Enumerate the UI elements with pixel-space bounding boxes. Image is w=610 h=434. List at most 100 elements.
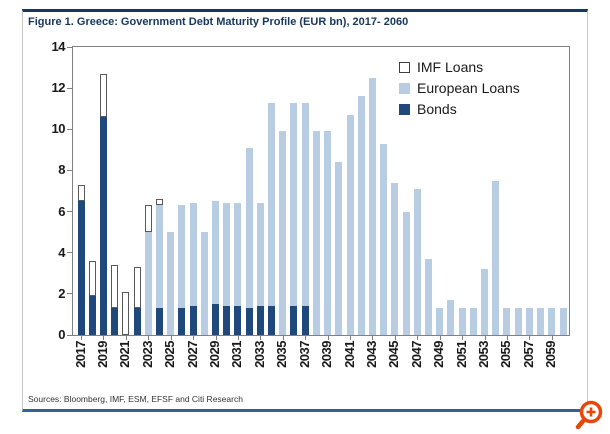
legend-item-bonds: Bonds	[399, 101, 520, 117]
bar-2057-european-loans	[525, 308, 533, 335]
bar-2028-european-loans	[200, 232, 208, 335]
y-axis-tick	[67, 293, 72, 295]
x-axis-tick	[484, 336, 486, 340]
bar-2026-bonds	[178, 308, 186, 335]
bar-2059-european-loans	[548, 308, 556, 335]
bar-2031-bonds	[234, 306, 242, 335]
bar-2034-bonds	[268, 306, 276, 335]
x-axis-tick	[103, 336, 105, 340]
bar-2018-imf-loans	[88, 260, 96, 296]
x-axis-tick	[551, 336, 553, 340]
x-axis-label-2033: 2033	[251, 341, 267, 368]
x-axis-label-2041: 2041	[341, 341, 357, 368]
y-axis-label-8: 8	[58, 162, 65, 178]
x-axis-tick	[148, 336, 150, 340]
bar-2027-bonds	[189, 306, 197, 335]
x-axis-tick	[237, 336, 239, 340]
y-axis-label-6: 6	[58, 203, 65, 219]
legend-swatch-european-loans	[399, 82, 410, 94]
x-axis-tick	[170, 336, 172, 340]
x-axis-tick	[439, 336, 441, 340]
x-axis-tick	[506, 336, 508, 340]
x-axis-tick	[394, 336, 396, 340]
bar-2032-european-loans	[245, 147, 253, 309]
bar-2044-european-loans	[380, 143, 388, 335]
y-axis-tick	[67, 211, 72, 213]
legend-swatch-imf-loans	[399, 61, 410, 73]
x-axis-tick	[529, 336, 531, 340]
x-axis-tick	[417, 336, 419, 340]
legend-swatch-bonds	[399, 103, 410, 115]
y-axis-label-4: 4	[58, 244, 65, 260]
x-axis-label-2031: 2031	[229, 341, 245, 368]
bar-2024-european-loans	[155, 205, 163, 309]
source-line: Sources: Bloomberg, IMF, ESM, EFSF and C…	[28, 394, 243, 404]
x-axis-tick	[215, 336, 217, 340]
bar-2020-imf-loans	[111, 265, 119, 309]
x-axis-tick	[462, 336, 464, 340]
legend-item-imf-loans: IMF Loans	[399, 59, 520, 75]
y-axis-tick	[67, 87, 72, 89]
bar-2055-european-loans	[503, 308, 511, 335]
bar-2058-european-loans	[537, 308, 545, 335]
x-axis-label-2037: 2037	[296, 341, 312, 368]
x-axis-label-2021: 2021	[117, 341, 133, 368]
x-axis-label-2047: 2047	[408, 341, 424, 368]
bar-2021-imf-loans	[122, 291, 130, 335]
bar-2020-bonds	[111, 308, 119, 335]
bar-2023-imf-loans	[144, 205, 152, 233]
legend-label-bonds: Bonds	[417, 101, 457, 117]
x-axis-tick	[81, 336, 82, 340]
magnifier-glyph	[575, 400, 603, 430]
x-axis-label-2049: 2049	[431, 341, 447, 368]
x-axis-label-2017: 2017	[72, 341, 88, 368]
x-axis-label-2025: 2025	[162, 341, 178, 368]
bar-2041-european-loans	[346, 114, 354, 335]
x-axis-label-2023: 2023	[139, 341, 155, 368]
x-axis-label-2057: 2057	[520, 341, 536, 368]
bar-2039-european-loans	[324, 131, 332, 335]
x-axis-label-2043: 2043	[363, 341, 379, 368]
legend-item-european-loans: European Loans	[399, 80, 520, 96]
y-axis-tick	[67, 128, 72, 130]
bar-2025-european-loans	[167, 232, 175, 335]
x-axis-label-2029: 2029	[207, 341, 222, 368]
bar-2034-european-loans	[268, 102, 276, 307]
bar-2029-european-loans	[212, 201, 219, 305]
x-axis-label-2039: 2039	[319, 341, 335, 368]
y-axis-label-12: 12	[51, 80, 66, 96]
x-axis-tick	[282, 336, 284, 340]
bar-2017-imf-loans	[77, 184, 85, 202]
x-axis-tick	[125, 336, 127, 340]
bar-2043-european-loans	[368, 77, 376, 335]
bar-2040-european-loans	[335, 162, 343, 335]
bar-2047-european-loans	[413, 188, 421, 335]
y-axis-tick	[67, 252, 72, 254]
x-axis-label-2053: 2053	[476, 341, 492, 368]
bar-2027-european-loans	[189, 203, 197, 307]
x-axis-label-2035: 2035	[274, 341, 290, 368]
bar-2036-european-loans	[290, 102, 298, 307]
bar-2038-european-loans	[312, 131, 320, 335]
y-axis-label-2: 2	[58, 285, 65, 301]
bar-2019-imf-loans	[99, 73, 107, 117]
bar-2026-european-loans	[178, 205, 186, 309]
bar-2050-european-loans	[447, 300, 455, 335]
bar-2037-bonds	[301, 306, 309, 335]
bar-2052-european-loans	[469, 308, 477, 335]
x-axis-tick	[350, 336, 352, 340]
bar-2049-european-loans	[436, 308, 444, 335]
bar-2019-bonds	[99, 116, 107, 335]
bar-2022-imf-loans	[133, 267, 141, 309]
x-axis-tick	[327, 336, 329, 340]
bar-2024-imf-loans	[155, 199, 163, 206]
plot-area: IMF Loans European Loans Bonds 0 2 4 6 8 10 12…	[52, 39, 570, 368]
x-axis-label-2027: 2027	[184, 341, 200, 368]
bar-2024-bonds	[155, 308, 163, 335]
bar-2017-bonds	[77, 201, 85, 335]
bar-2046-european-loans	[402, 211, 410, 335]
x-axis-tick	[305, 336, 307, 340]
y-axis-label-0: 0	[58, 327, 65, 342]
zoom-in-icon[interactable]	[572, 399, 606, 433]
bar-2060-european-loans	[559, 308, 567, 335]
